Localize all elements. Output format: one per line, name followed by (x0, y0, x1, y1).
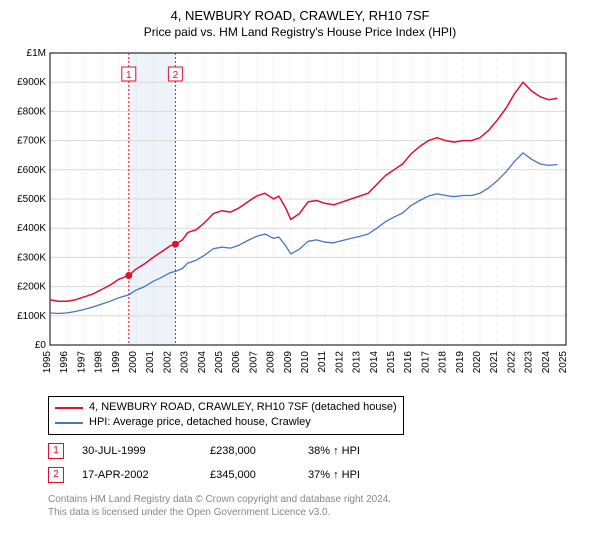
svg-text:2001: 2001 (145, 351, 156, 374)
svg-text:1996: 1996 (59, 351, 70, 374)
svg-text:2006: 2006 (231, 351, 242, 374)
sale-date: 17-APR-2002 (82, 469, 192, 481)
svg-text:2008: 2008 (266, 351, 277, 374)
svg-text:£200K: £200K (17, 282, 46, 293)
svg-text:2011: 2011 (317, 351, 328, 373)
svg-text:2009: 2009 (283, 351, 294, 374)
sale-date: 30-JUL-1999 (82, 445, 192, 457)
sale-hpi: 38% ↑ HPI (308, 445, 398, 457)
svg-text:2002: 2002 (162, 351, 173, 374)
page-title: 4, NEWBURY ROAD, CRAWLEY, RH10 7SF (10, 8, 590, 23)
svg-text:2013: 2013 (352, 351, 363, 374)
sale-number-box: 2 (48, 467, 64, 483)
sales-list: 1 30-JUL-1999 £238,000 38% ↑ HPI 2 17-APR-200… (48, 439, 590, 487)
svg-text:£400K: £400K (17, 223, 46, 234)
footer-attribution: Contains HM Land Registry data © Crown c… (48, 493, 590, 519)
svg-text:£100K: £100K (17, 311, 46, 322)
svg-text:1999: 1999 (111, 351, 122, 374)
svg-text:2022: 2022 (506, 351, 517, 374)
svg-text:2005: 2005 (214, 351, 225, 374)
svg-text:2019: 2019 (455, 351, 466, 374)
legend: 4, NEWBURY ROAD, CRAWLEY, RH10 7SF (deta… (48, 396, 404, 435)
svg-text:1995: 1995 (42, 351, 53, 374)
svg-text:2023: 2023 (524, 351, 535, 374)
sale-hpi: 37% ↑ HPI (308, 469, 398, 481)
legend-swatch (55, 407, 83, 409)
legend-label: HPI: Average price, detached house, Craw… (89, 415, 311, 430)
svg-text:2025: 2025 (558, 351, 569, 374)
svg-text:2020: 2020 (472, 351, 483, 374)
svg-text:2017: 2017 (420, 351, 431, 374)
legend-item: 4, NEWBURY ROAD, CRAWLEY, RH10 7SF (deta… (55, 400, 397, 415)
svg-text:1998: 1998 (94, 351, 105, 374)
svg-text:2015: 2015 (386, 351, 397, 374)
legend-swatch (55, 422, 83, 424)
svg-text:2018: 2018 (438, 351, 449, 374)
svg-text:1: 1 (126, 70, 132, 81)
svg-text:£500K: £500K (17, 194, 46, 205)
svg-text:£0: £0 (35, 340, 47, 351)
price-chart: £0 £100K £200K £300K £400K £500K £600K £700K £80… (10, 45, 590, 390)
sale-row: 2 17-APR-2002 £345,000 37% ↑ HPI (48, 463, 590, 487)
svg-text:1997: 1997 (76, 351, 87, 374)
svg-text:2021: 2021 (489, 351, 500, 374)
svg-text:2016: 2016 (403, 351, 414, 374)
sale-price: £238,000 (210, 445, 290, 457)
footer-line-1: Contains HM Land Registry data © Crown c… (48, 493, 590, 506)
footer-line-2: This data is licensed under the Open Gov… (48, 506, 590, 519)
legend-label: 4, NEWBURY ROAD, CRAWLEY, RH10 7SF (deta… (89, 400, 397, 415)
svg-text:£900K: £900K (17, 77, 46, 88)
sale-row: 1 30-JUL-1999 £238,000 38% ↑ HPI (48, 439, 590, 463)
svg-text:2: 2 (173, 70, 179, 81)
legend-item: HPI: Average price, detached house, Craw… (55, 415, 397, 430)
svg-text:2012: 2012 (334, 351, 345, 374)
svg-text:2007: 2007 (248, 351, 259, 374)
sale-number-box: 1 (48, 443, 64, 459)
svg-text:£600K: £600K (17, 165, 46, 176)
sale-price: £345,000 (210, 469, 290, 481)
svg-text:2004: 2004 (197, 351, 208, 374)
svg-text:2024: 2024 (541, 351, 552, 374)
svg-text:2014: 2014 (369, 351, 380, 374)
svg-text:£700K: £700K (17, 136, 46, 147)
chart-svg: £0 £100K £200K £300K £400K £500K £600K £700K £80… (10, 45, 574, 385)
svg-text:2000: 2000 (128, 351, 139, 374)
svg-text:£800K: £800K (17, 106, 46, 117)
svg-text:2010: 2010 (300, 351, 311, 374)
svg-text:£1M: £1M (27, 48, 46, 59)
svg-text:£300K: £300K (17, 252, 46, 263)
svg-text:2003: 2003 (180, 351, 191, 374)
page-subtitle: Price paid vs. HM Land Registry's House … (10, 25, 590, 39)
